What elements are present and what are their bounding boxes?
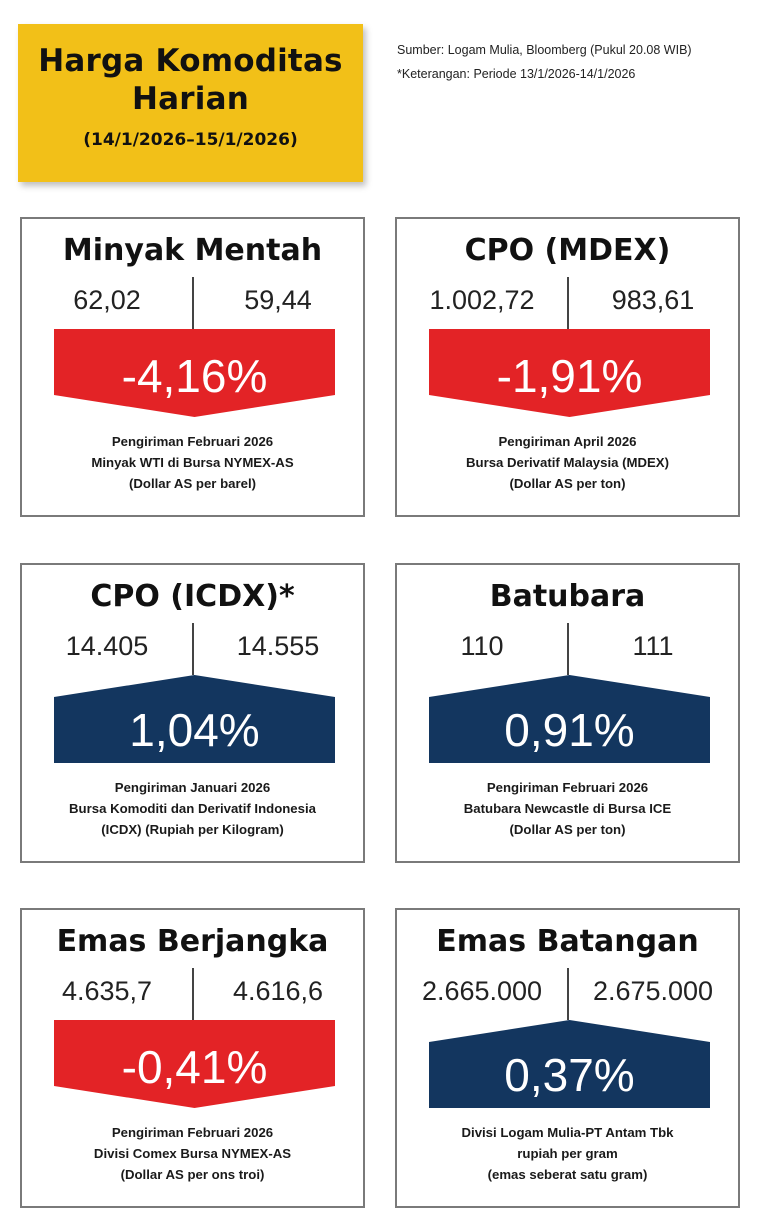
previous-price: 110 [460,631,504,661]
up-arrow-banner [429,1020,710,1108]
card-description: Divisi Logam Mulia-PT Antam Tbk rupiah p… [397,1122,738,1185]
previous-price: 2.665.000 [421,976,543,1006]
description-line: (Dollar AS per ons troi) [120,1167,265,1182]
page-title: Harga Komoditas Harian [18,42,363,118]
previous-price: 4.635,7 [61,976,153,1006]
price-divider [192,277,194,329]
down-arrow-banner [429,329,710,417]
card-description: Pengiriman Februari 2026 Minyak WTI di B… [22,431,363,494]
card-title: Minyak Mentah [62,233,323,268]
description-line: (Dollar AS per ton) [509,476,626,491]
current-price: 2.675.000 [592,976,714,1006]
previous-price: 14.405 [65,631,149,661]
price-divider [567,277,569,329]
change-percent: 0,37% [504,1049,635,1101]
card-title: Emas Batangan [436,924,699,959]
description-line: Bursa Komoditi dan Derivatif Indonesia [69,801,316,816]
description-line: (ICDX) (Rupiah per Kilogram) [101,822,284,837]
description-line: rupiah per gram [517,1146,618,1161]
description-line: Pengiriman April 2026 [498,434,637,449]
commodity-card-emas-batangan: Emas Batangan 2.665.000 2.675.000 0,37% … [395,908,740,1208]
description-line: Bursa Derivatif Malaysia (MDEX) [465,455,669,470]
period-label: (14/1/2026–15/1/2026) [83,130,298,150]
description-line: (emas seberat satu gram) [487,1167,648,1182]
price-divider [567,968,569,1020]
change-percent: 0,91% [504,704,635,756]
commodity-card-emas-berjangka: Emas Berjangka 4.635,7 4.616,6 -0,41% Pe… [20,908,365,1208]
description-line: (Dollar AS per ton) [509,822,626,837]
page-title-line2: Harian [132,81,249,117]
card-description: Pengiriman Februari 2026 Divisi Comex Bu… [22,1122,363,1185]
current-price: 111 [632,631,674,661]
card-description: Pengiriman Februari 2026 Batubara Newcas… [397,777,738,840]
notes: Sumber: Logam Mulia, Bloomberg (Pukul 20… [397,38,692,86]
description-line: Divisi Comex Bursa NYMEX-AS [93,1146,292,1161]
card-description: Pengiriman Januari 2026 Bursa Komoditi d… [22,777,363,840]
change-percent: 1,04% [129,704,260,756]
remark-note: *Keterangan: Periode 13/1/2026-14/1/2026 [397,67,636,81]
card-title: CPO (ICDX)* [90,579,295,614]
price-divider [192,968,194,1020]
description-line: Pengiriman Januari 2026 [114,780,271,795]
down-arrow-banner [54,1020,335,1108]
description-line: Pengiriman Februari 2026 [486,780,649,795]
up-arrow-banner [429,675,710,763]
description-line: Minyak WTI di Bursa NYMEX-AS [91,455,294,470]
commodity-card-batubara: Batubara 110 111 0,91% Pengiriman Februa… [395,563,740,863]
description-line: Batubara Newcastle di Bursa ICE [463,801,672,816]
card-description: Pengiriman April 2026 Bursa Derivatif Ma… [397,431,738,494]
description-line: (Dollar AS per barel) [128,476,257,491]
price-divider [567,623,569,675]
previous-price: 62,02 [73,285,141,315]
source-note: Sumber: Logam Mulia, Bloomberg (Pukul 20… [397,43,692,57]
commodity-card-cpo-mdex: CPO (MDEX) 1.002,72 983,61 -1,91% Pengir… [395,217,740,517]
commodity-card-cpo-icdx: CPO (ICDX)* 14.405 14.555 1,04% Pengirim… [20,563,365,863]
card-title: Batubara [489,579,646,614]
current-price: 14.555 [236,631,320,661]
current-price: 59,44 [244,285,312,315]
previous-price: 1.002,72 [429,285,535,315]
current-price: 4.616,6 [232,976,324,1006]
description-line: Pengiriman Februari 2026 [111,1125,274,1140]
change-percent: -0,41% [121,1041,268,1093]
card-title: CPO (MDEX) [464,233,671,268]
description-line: Pengiriman Februari 2026 [111,434,274,449]
header-box: Harga Komoditas Harian (14/1/2026–15/1/2… [18,24,363,182]
price-divider [192,623,194,675]
change-percent: -1,91% [496,350,643,402]
current-price: 983,61 [611,285,695,315]
card-title: Emas Berjangka [56,924,329,959]
page-title-line1: Harga Komoditas [38,43,343,79]
change-percent: -4,16% [121,350,268,402]
up-arrow-banner [54,675,335,763]
description-line: Divisi Logam Mulia-PT Antam Tbk [461,1125,674,1140]
down-arrow-banner [54,329,335,417]
commodity-card-minyak-mentah: Minyak Mentah 62,02 59,44 -4,16% Pengiri… [20,217,365,517]
